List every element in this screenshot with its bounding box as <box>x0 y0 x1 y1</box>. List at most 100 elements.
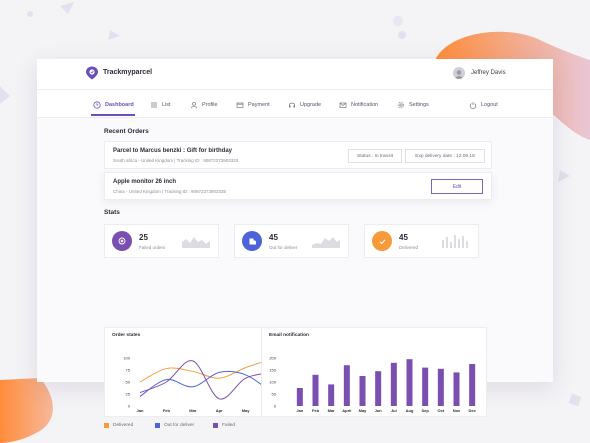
bar <box>312 374 319 406</box>
x-tick-label: May <box>359 408 368 413</box>
x-tick-label: Jan <box>296 408 303 413</box>
email-notification-chart: 0 50 100 150 200 Jan Feb Mar April May Jun Jul Aug Se… <box>269 356 476 414</box>
mail-icon <box>339 102 347 108</box>
stat-card-out-for-delivery: 45 Out for deliver <box>234 224 349 258</box>
y-tick-label: 0 <box>274 404 277 409</box>
x-tick-label: Jul <box>391 408 397 413</box>
user-avatar[interactable] <box>453 67 465 79</box>
nav-item-notification[interactable]: Notification <box>339 98 378 112</box>
series-line <box>139 358 273 383</box>
bar <box>437 368 444 406</box>
bar <box>328 384 335 406</box>
background-triangle <box>60 2 74 14</box>
background-triangle <box>558 170 570 182</box>
stat-label: Delivered <box>399 245 419 250</box>
bar <box>469 364 476 406</box>
bar <box>359 376 366 406</box>
chart-title: Email notification <box>269 333 309 338</box>
bar <box>375 371 382 406</box>
chart-title: Order states <box>112 333 141 338</box>
order-delivery-date: Exp delivery date : 12.09.18 <box>405 149 485 163</box>
nav-label: Settings <box>409 102 429 108</box>
bar-sparkline-icon <box>442 235 468 248</box>
x-tick-label: Jan <box>137 408 144 413</box>
x-tick-label: Feb <box>312 408 320 413</box>
order-status-badge: Status : In transit <box>348 149 402 163</box>
user-icon <box>190 101 198 109</box>
y-tick-label: 75 <box>126 368 131 373</box>
legend-swatch <box>155 423 160 428</box>
nav-item-profile[interactable]: Profile <box>190 98 218 112</box>
user-name[interactable]: Jeffrey Davis <box>471 70 506 76</box>
background-triangle <box>108 30 120 40</box>
x-tick-label: Mar <box>328 408 336 413</box>
background-blob-bottom-left <box>0 378 53 443</box>
y-tick-label: 150 <box>269 368 276 373</box>
order-states-card: Order states 0255075100JanFebMarAprMayJu… <box>104 327 284 417</box>
bar <box>422 367 429 406</box>
list-icon <box>151 102 157 108</box>
nav-label: Notification <box>351 102 379 108</box>
legend-swatch <box>104 423 109 428</box>
x-tick-label: April <box>342 408 351 413</box>
stat-value: 45 <box>399 233 408 242</box>
x-tick-label: Feb <box>163 408 171 413</box>
legend-label: Failed <box>222 423 236 428</box>
x-tick-label: Dec <box>468 408 476 413</box>
bar <box>296 388 303 406</box>
x-tick-label: Jun <box>375 408 383 413</box>
order-states-chart: 0255075100JanFebMarAprMayJun <box>123 356 276 414</box>
headset-icon <box>289 102 295 108</box>
nav-item-list[interactable]: List <box>150 98 171 112</box>
legend-item-delivered: Delivered <box>104 423 133 428</box>
failed-icon <box>112 231 132 251</box>
order-route: China - United Kingdom | Tracking ID : 9… <box>113 189 226 194</box>
power-icon <box>469 102 477 109</box>
background-dot <box>27 11 33 17</box>
y-tick-label: 100 <box>123 356 130 361</box>
order-title: Parcel to Marcus benzki : Gift for birth… <box>113 148 233 154</box>
y-tick-label: 200 <box>269 356 276 361</box>
legend-label: Out for deliver <box>164 423 195 428</box>
clock-icon <box>93 101 101 109</box>
parcel-pin-logo-icon <box>86 66 98 80</box>
nav-item-dashboard[interactable]: Dashboard <box>93 98 134 112</box>
bar <box>343 365 350 406</box>
bar <box>406 359 413 406</box>
nav-item-upgrade[interactable]: Upgrade <box>288 98 321 112</box>
background-dot <box>398 31 406 39</box>
background-dot <box>393 16 403 26</box>
recent-orders-heading: Recent Orders <box>104 128 149 135</box>
x-tick-label: May <box>242 408 251 413</box>
y-tick-label: 50 <box>272 392 277 397</box>
nav-item-payment[interactable]: Payment <box>236 98 270 112</box>
nav-label: List <box>162 102 171 108</box>
stat-label: Out for deliver <box>269 245 298 250</box>
stat-label: Failed orders <box>139 245 166 250</box>
user-icon <box>455 70 463 79</box>
brand-name: Trackmyparcel <box>103 69 153 76</box>
stat-value: 45 <box>269 233 278 242</box>
background-triangle <box>0 86 10 104</box>
gear-icon <box>397 101 405 109</box>
edit-button[interactable]: Edit <box>431 179 483 194</box>
nav-item-settings[interactable]: Settings <box>397 98 429 112</box>
stat-value: 25 <box>139 233 148 242</box>
order-card[interactable]: Parcel to Marcus benzki : Gift for birth… <box>104 141 492 169</box>
nav-label: Upgrade <box>300 102 322 108</box>
x-tick-label: Nov <box>453 408 461 413</box>
nav-label: Logout <box>481 102 498 108</box>
nav-item-logout[interactable]: Logout <box>469 98 498 112</box>
wallet-icon <box>236 102 244 108</box>
nav-label: Payment <box>248 102 270 108</box>
legend-item-out-for-deliver: Out for deliver <box>155 423 194 428</box>
order-card[interactable]: Apple monitor 26 inch China - United Kin… <box>104 172 492 200</box>
order-route: South africa - United Kingdom | Tracking… <box>113 158 239 163</box>
area-sparkline-icon <box>312 237 340 248</box>
active-tab-indicator <box>91 114 135 116</box>
x-tick-label: Apr <box>216 408 223 413</box>
legend-item-failed: Failed <box>213 423 235 428</box>
bar <box>390 362 397 406</box>
email-notification-card: Email notification 0 50 100 150 200 Jan Feb Mar… <box>261 327 487 417</box>
bar <box>453 372 460 406</box>
